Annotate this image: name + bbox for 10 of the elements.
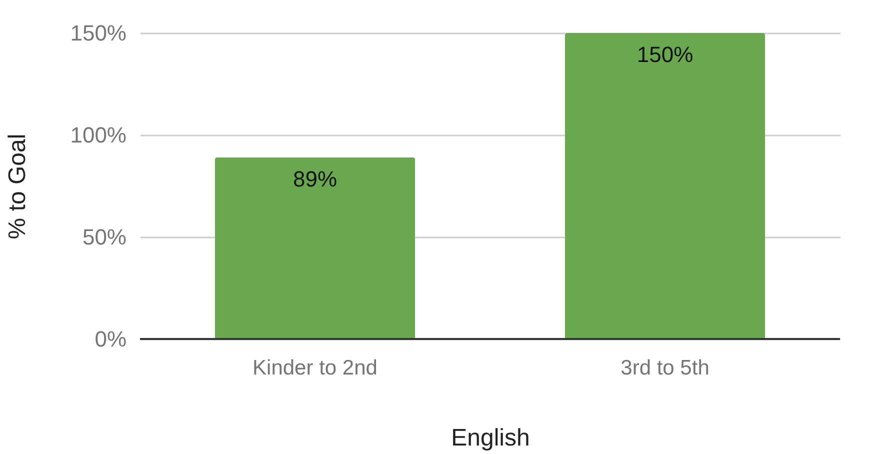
x-tick-label: Kinder to 2nd <box>252 356 378 380</box>
y-tick-label: 0% <box>94 326 126 352</box>
data-label: 89% <box>292 166 338 192</box>
x-axis-title: English <box>451 424 530 452</box>
y-tick-label: 50% <box>82 224 126 250</box>
x-tick-label: 3rd to 5th <box>620 356 710 380</box>
y-tick-label: 100% <box>70 122 126 148</box>
y-tick-label: 150% <box>70 20 126 46</box>
data-label: 150% <box>636 42 694 67</box>
y-axis-title: % to Goal <box>4 134 32 240</box>
